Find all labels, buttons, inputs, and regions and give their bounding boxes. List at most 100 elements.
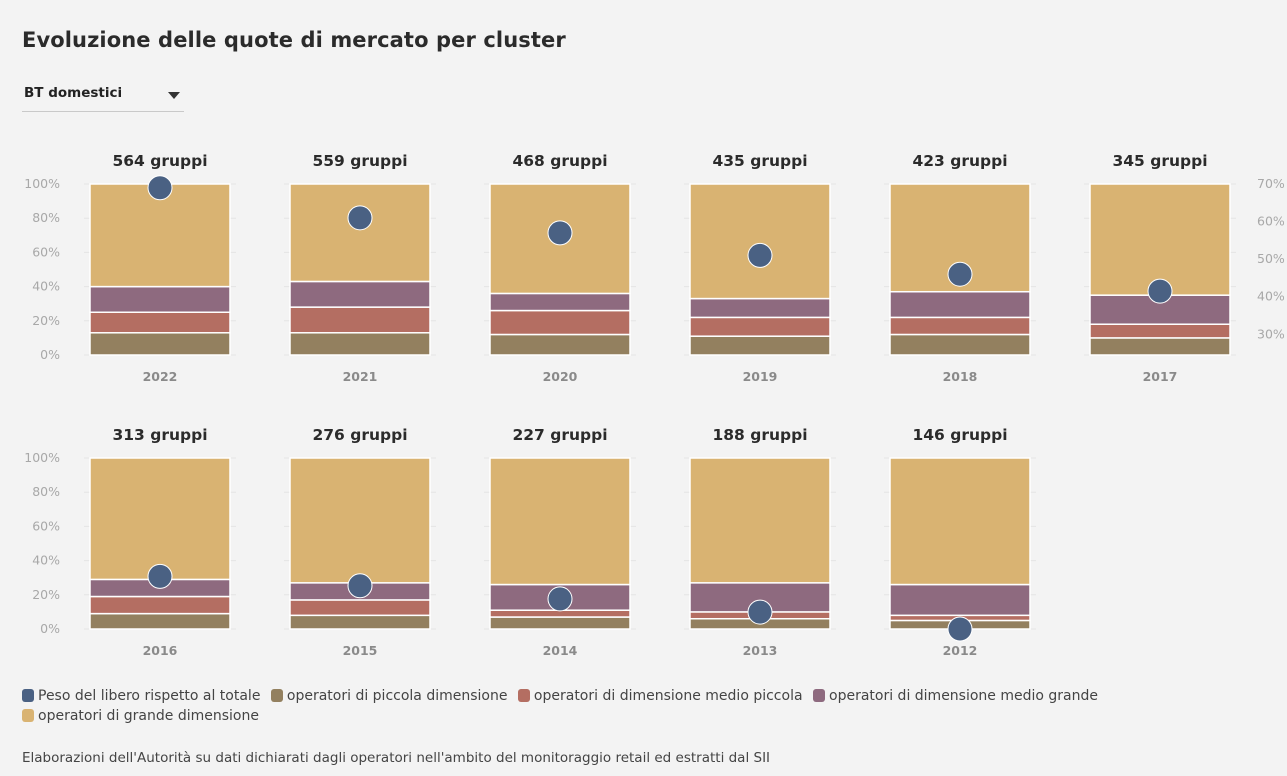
footnote: Elaborazioni dell'Autorità su dati dichi…	[22, 750, 771, 766]
bar-segment-piccola	[689, 335, 831, 356]
panel-title: 276 gruppi	[312, 426, 407, 444]
legend-item-medio-grande[interactable]: operatori di dimensione medio grande	[813, 686, 1098, 706]
x-tick-label: 2018	[943, 369, 978, 384]
panel-title: 423 gruppi	[912, 152, 1007, 170]
peso-dot	[347, 205, 373, 231]
legend-item-piccola[interactable]: operatori di piccola dimensione	[270, 686, 508, 706]
y-tick-label: 0%	[40, 621, 60, 636]
panel-title: 227 gruppi	[512, 426, 607, 444]
bar-segment-grande	[289, 457, 431, 584]
panel-title: 188 gruppi	[712, 426, 807, 444]
bar-segment-medio-piccola	[289, 306, 431, 334]
chevron-down-icon[interactable]	[168, 92, 180, 99]
panel-2020: 468 gruppi 2020	[484, 152, 636, 384]
bar-segment-piccola	[289, 332, 431, 356]
y2-tick-label: 60%	[1257, 214, 1285, 229]
y-tick-label: 20%	[32, 587, 60, 602]
panel-2022: 564 gruppi 2022	[84, 152, 236, 384]
x-tick-label: 2020	[543, 369, 578, 384]
bar-segment-medio-grande	[289, 280, 431, 308]
y2-tick-label: 70%	[1257, 176, 1285, 191]
bar-segment-grande	[89, 457, 231, 581]
bar-segment-medio-piccola	[889, 316, 1031, 336]
panel-2015: 276 gruppi 2015	[284, 426, 436, 658]
panel-2013: 188 gruppi 2013	[684, 426, 836, 658]
panel-title: 468 gruppi	[512, 152, 607, 170]
bar-segment-piccola	[1089, 337, 1231, 356]
y2-tick-label: 40%	[1257, 289, 1285, 304]
peso-dot	[947, 261, 973, 287]
peso-dot	[147, 563, 173, 589]
panel-title: 146 gruppi	[912, 426, 1007, 444]
y2-tick-label: 30%	[1257, 326, 1285, 341]
panel-2016: 313 gruppi 2016	[84, 426, 236, 658]
legend-swatch-icon	[22, 689, 34, 702]
legend-label: operatori di piccola dimensione	[286, 688, 508, 704]
y-tick-label: 20%	[32, 313, 60, 328]
legend: Peso del libero rispetto al totale opera…	[22, 686, 1272, 726]
legend-swatch-icon	[517, 689, 530, 702]
bar-segment-piccola	[289, 614, 431, 630]
y-tick-label: 40%	[32, 279, 60, 294]
legend-label: Peso del libero rispetto al totale	[38, 688, 261, 704]
panel-title: 345 gruppi	[1112, 152, 1207, 170]
dropdown-selected-value: BT domestici	[24, 85, 123, 101]
panel-2012: 146 gruppi 2012	[884, 426, 1036, 658]
bar-segment-piccola	[489, 333, 631, 356]
panel-title: 435 gruppi	[712, 152, 807, 170]
legend-swatch-icon	[270, 689, 283, 702]
bar-segment-grande	[89, 183, 231, 288]
panel-title: 559 gruppi	[312, 152, 407, 170]
x-tick-label: 2019	[743, 369, 778, 384]
bar-segment-medio-piccola	[489, 309, 631, 336]
bar-segment-medio-piccola	[689, 316, 831, 337]
y-tick-label: 60%	[32, 518, 60, 533]
small-multiples-chart: 0% 20% 40% 60% 80% 100% 30% 40% 50% 60% 70% 0% 20% 40…	[24, 152, 1285, 658]
bar-segment-grande	[889, 457, 1031, 586]
bar-segment-medio-grande	[889, 583, 1031, 617]
peso-dot	[747, 599, 773, 625]
legend-swatch-icon	[813, 689, 825, 702]
bar-segment-grande	[1089, 183, 1231, 296]
market-segment-dropdown[interactable]: BT domestici	[22, 81, 184, 112]
panel-2018: 423 gruppi 2018	[884, 152, 1036, 384]
legend-item-grande[interactable]: operatori di grande dimensione	[22, 706, 259, 726]
peso-dot	[747, 242, 773, 268]
x-tick-label: 2013	[743, 643, 778, 658]
bar-segment-grande	[689, 457, 831, 584]
bar-segment-medio-grande	[489, 292, 631, 312]
peso-dot	[947, 616, 973, 642]
y-tick-label: 80%	[32, 484, 60, 499]
y-tick-label: 0%	[40, 347, 60, 362]
y-tick-label: 40%	[32, 553, 60, 568]
peso-dot	[147, 175, 173, 201]
panel-2014: 227 gruppi 2014	[484, 426, 636, 658]
legend-swatch-icon	[22, 709, 34, 722]
bar-segment-medio-grande	[689, 297, 831, 319]
bar-segment-piccola	[489, 616, 631, 630]
legend-label: operatori di grande dimensione	[38, 708, 259, 724]
x-tick-label: 2017	[1143, 369, 1178, 384]
legend-label: operatori di dimensione medio grande	[829, 688, 1099, 704]
panel-title: 564 gruppi	[112, 152, 207, 170]
bar-segment-piccola	[89, 332, 231, 356]
panel-2019: 435 gruppi 2019	[684, 152, 836, 384]
x-tick-label: 2015	[343, 643, 378, 658]
legend-label: operatori di dimensione medio piccola	[533, 688, 803, 704]
x-tick-label: 2016	[143, 643, 178, 658]
bar-segment-piccola	[889, 333, 1031, 356]
y-tick-label: 60%	[32, 244, 60, 259]
x-tick-label: 2021	[343, 369, 378, 384]
bar-segment-grande	[289, 183, 431, 283]
panel-2017: 345 gruppi 2017	[1084, 152, 1236, 384]
legend-item-peso[interactable]: Peso del libero rispetto al totale	[22, 686, 260, 706]
peso-dot	[547, 586, 573, 612]
panel-title: 313 gruppi	[112, 426, 207, 444]
bar-segment-piccola	[89, 612, 231, 630]
bar-segment-grande	[489, 457, 631, 586]
panel-2021: 559 gruppi 2021	[284, 152, 436, 384]
legend-item-medio-piccola[interactable]: operatori di dimensione medio piccola	[517, 686, 803, 706]
x-tick-label: 2014	[543, 643, 578, 658]
peso-dot	[547, 220, 573, 246]
x-tick-label: 2022	[143, 369, 178, 384]
